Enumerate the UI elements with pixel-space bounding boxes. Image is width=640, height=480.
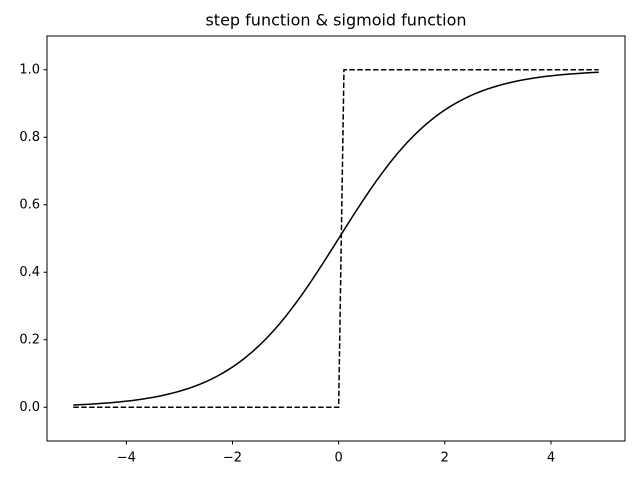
plot-frame <box>46 35 626 442</box>
y-tick-label: 0.2 <box>19 332 40 347</box>
x-tick-label: −4 <box>117 451 136 466</box>
y-tick-label: 1.0 <box>19 62 40 77</box>
chart-title: step function & sigmoid function <box>205 11 466 30</box>
y-tick-label: 0.0 <box>19 400 40 415</box>
x-tick-label: 0 <box>335 451 343 466</box>
y-tick-label: 0.4 <box>19 265 40 280</box>
y-tick-label: 0.8 <box>19 130 40 145</box>
series-line <box>73 69 599 408</box>
y-tick-label: 0.6 <box>19 197 40 212</box>
series-line <box>73 71 599 406</box>
x-tick-label: 2 <box>441 451 449 466</box>
x-tick-label: 4 <box>547 451 555 466</box>
x-tick-label: −2 <box>223 451 242 466</box>
